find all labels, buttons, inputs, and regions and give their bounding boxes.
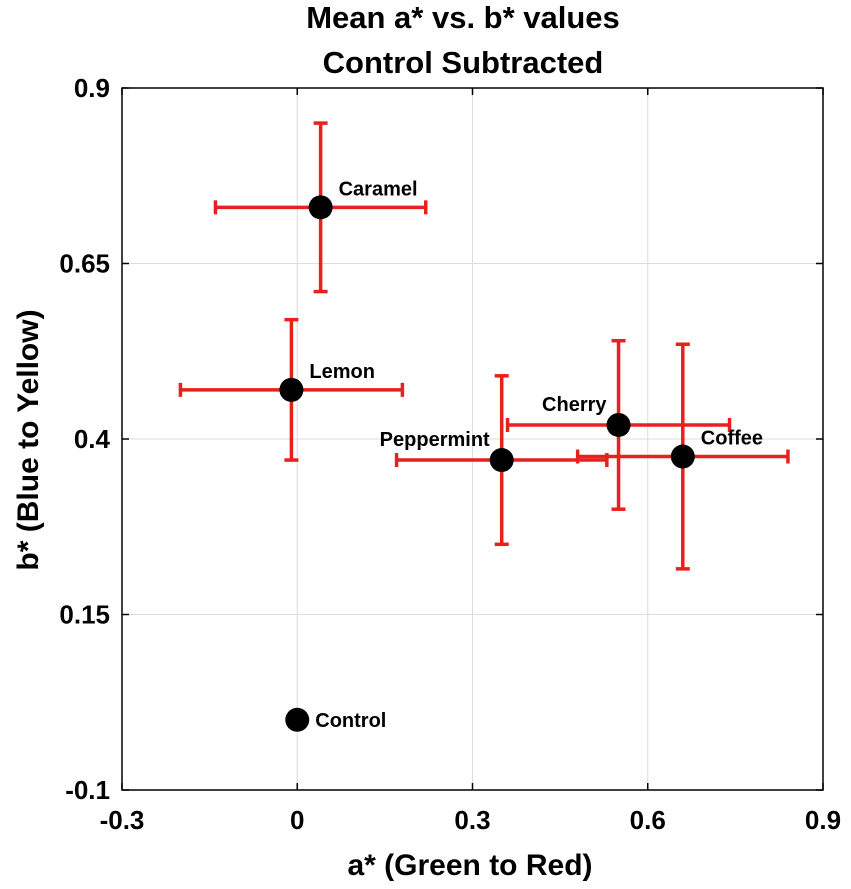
y-tick-label: 0.4 [74,424,111,454]
chart-title-line-1: Mean a* vs. b* values [306,0,620,35]
x-tick-label: 0.6 [630,805,666,835]
data-point [279,377,304,402]
y-tick-label: -0.1 [65,775,110,805]
data-points [279,195,695,732]
point-label: Lemon [309,361,375,383]
point-labels: Caramel Lemon Cherry Peppermint Coffee Contro… [309,178,763,731]
x-tick-label: 0 [290,805,304,835]
y-tick-label: 0.15 [59,600,110,630]
point-label: Coffee [701,428,763,450]
error-bars [178,121,790,571]
data-point [606,412,631,437]
x-tick-label: -0.3 [100,805,145,835]
y-tick-label: 0.9 [74,73,110,103]
point-label: Cherry [542,394,607,416]
x-tick-label: 0.9 [805,805,841,835]
data-point [285,707,310,732]
y-tick-label: 0.65 [59,249,110,279]
point-label: Peppermint [380,429,490,451]
data-point [489,448,514,473]
axis-ticks: -0.3 0 0.3 0.6 0.9 -0.1 0.15 0.4 0.65 0.9 [59,73,841,835]
x-tick-label: 0.3 [454,805,490,835]
x-axis-label: a* (Green to Red) [347,849,592,882]
point-label: Caramel [339,178,418,200]
point-label: Control [315,710,386,732]
chart-title-line-2: Control Subtracted [323,45,604,80]
data-point [670,444,695,469]
data-point [308,195,333,220]
y-axis-label: b* (Blue to Yellow) [12,309,45,570]
